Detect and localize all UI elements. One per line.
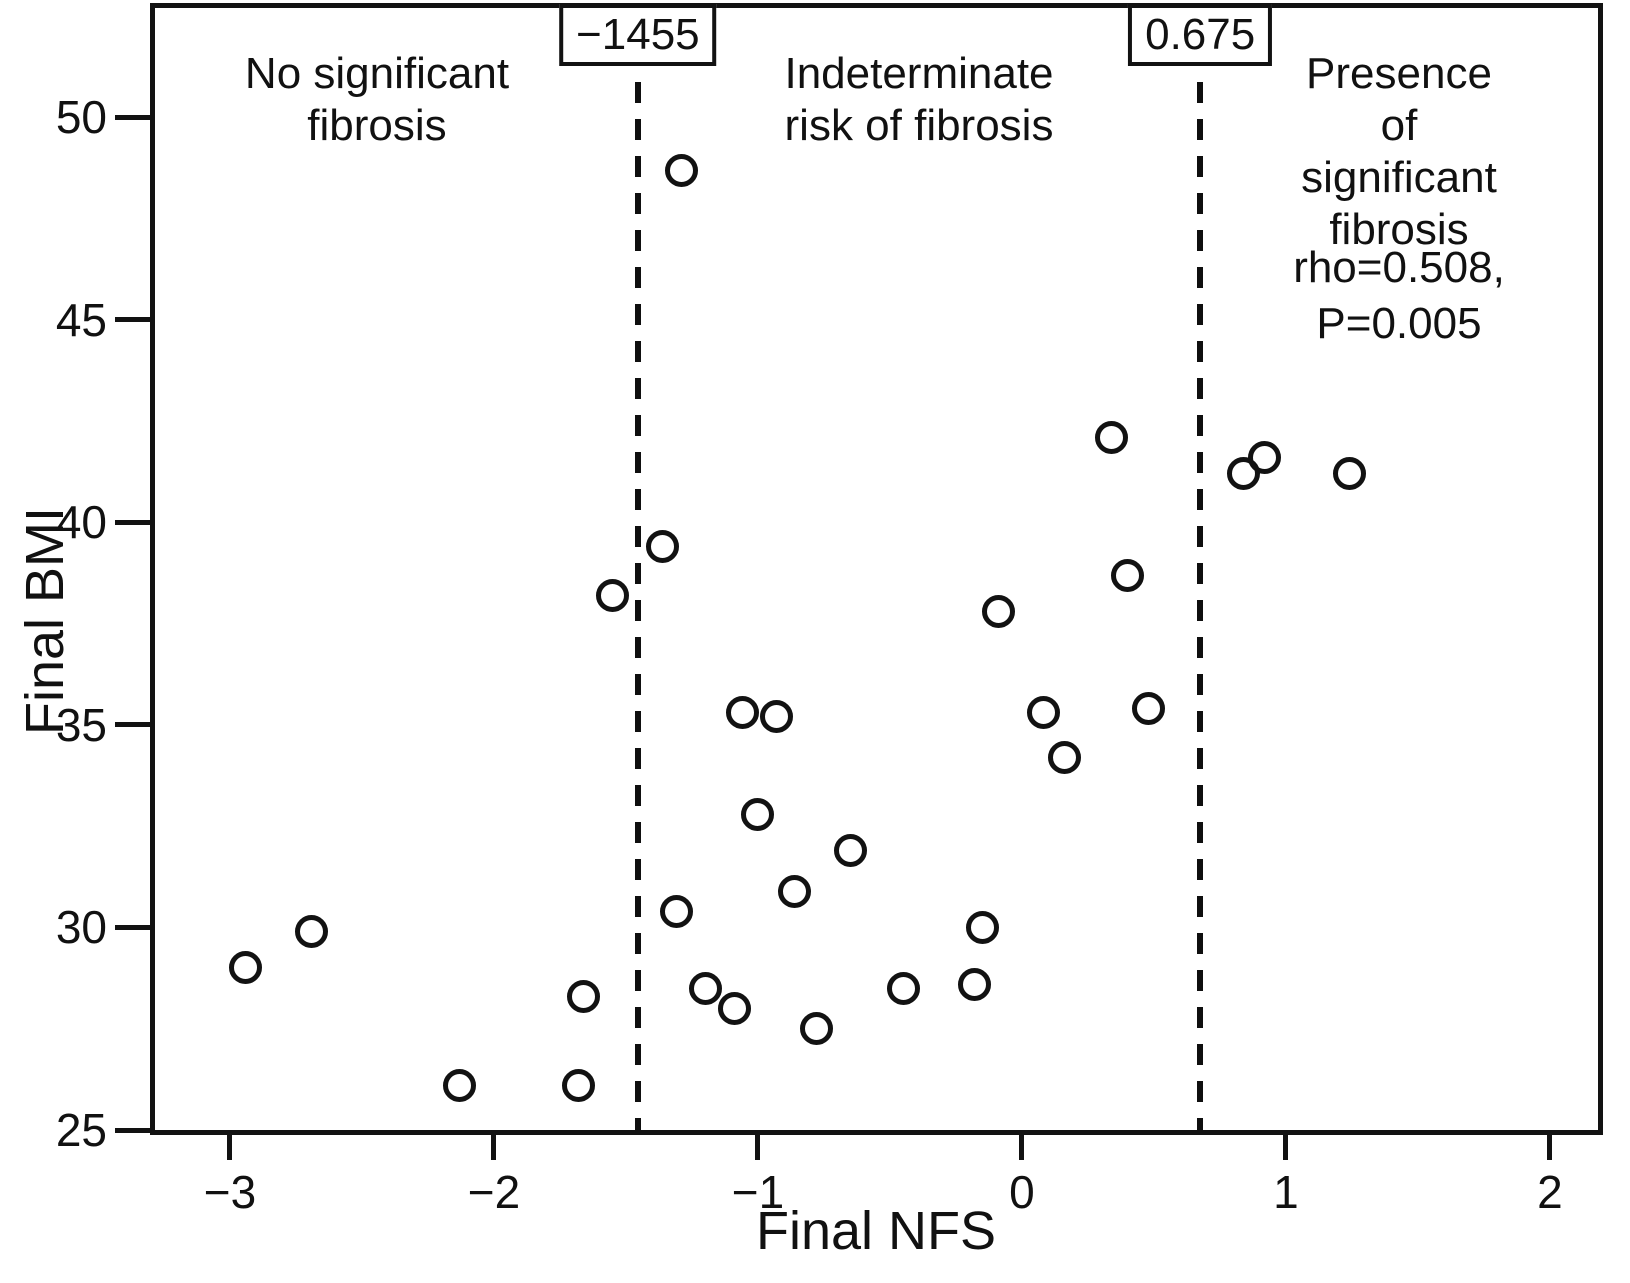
x-axis-title: Final NFS: [755, 1201, 997, 1261]
data-point: [295, 915, 329, 949]
region-label-presence-of-fibrosis: Presence of significant fibrosis: [1301, 49, 1497, 254]
y-tick-mark: [115, 114, 155, 120]
x-tick-mark: [1283, 1130, 1289, 1160]
data-point: [799, 1012, 833, 1046]
correlation-annotation: rho=0.508, P=0.005: [1293, 243, 1505, 348]
y-tick-label: 50: [55, 91, 107, 144]
data-point: [229, 951, 263, 985]
x-tick-mark: [1019, 1130, 1025, 1160]
data-point: [1111, 558, 1145, 592]
x-tick-label: −1: [731, 1166, 785, 1218]
y-tick-label: 25: [55, 1104, 107, 1156]
data-point: [1248, 441, 1282, 475]
threshold-dashed-line: [634, 8, 641, 1130]
data-point: [957, 967, 991, 1001]
data-point: [567, 979, 601, 1013]
data-point: [981, 595, 1015, 629]
y-tick-label: 45: [55, 293, 107, 346]
x-tick-label: 1: [1273, 1166, 1299, 1218]
data-point: [1026, 696, 1060, 730]
data-point: [561, 1068, 595, 1102]
data-point: [759, 700, 793, 734]
data-point: [1047, 740, 1081, 774]
y-tick-label: 40: [55, 496, 107, 549]
threshold-dashed-line: [1197, 8, 1204, 1130]
y-tick-label: 35: [55, 698, 107, 751]
region-label-indeterminate-risk: Indeterminate risk of fibrosis: [784, 49, 1054, 150]
data-point: [778, 874, 812, 908]
data-point: [741, 797, 775, 831]
data-point: [646, 530, 680, 564]
y-tick-mark: [115, 924, 155, 930]
x-tick-mark: [491, 1130, 497, 1160]
y-tick-mark: [115, 317, 155, 323]
plot-area: −1455 0.675 No significant fibrosis Inde…: [15, 3, 1603, 1261]
y-tick-mark: [115, 519, 155, 525]
x-tick-mark: [755, 1130, 761, 1160]
data-point: [717, 991, 751, 1025]
y-tick-mark: [115, 722, 155, 728]
threshold-label-box-left: −1455: [559, 4, 717, 66]
x-tick-mark: [1547, 1130, 1553, 1160]
data-point: [1095, 420, 1129, 454]
data-point: [443, 1068, 477, 1102]
data-point: [688, 971, 722, 1005]
data-point: [725, 696, 759, 730]
data-point: [1227, 457, 1261, 491]
y-tick-mark: [115, 1127, 155, 1133]
y-tick-label: 30: [55, 901, 107, 954]
region-label-no-significant-fibrosis: No significant fibrosis: [244, 49, 510, 150]
data-point: [1132, 692, 1166, 726]
data-point: [833, 834, 867, 867]
x-tick-mark: [227, 1130, 233, 1160]
x-tick-label: 2: [1537, 1166, 1563, 1218]
data-point: [886, 971, 920, 1005]
x-tick-label: 0: [1009, 1166, 1035, 1218]
data-point: [596, 578, 630, 612]
x-tick-label: −3: [203, 1166, 257, 1218]
data-point: [664, 153, 698, 187]
threshold-label-box-right: 0.675: [1128, 4, 1273, 66]
y-axis-title: Final BMI: [15, 506, 75, 736]
x-tick-label: −2: [467, 1166, 521, 1218]
data-point: [1332, 457, 1366, 491]
data-point: [659, 894, 693, 928]
data-point: [965, 910, 999, 944]
